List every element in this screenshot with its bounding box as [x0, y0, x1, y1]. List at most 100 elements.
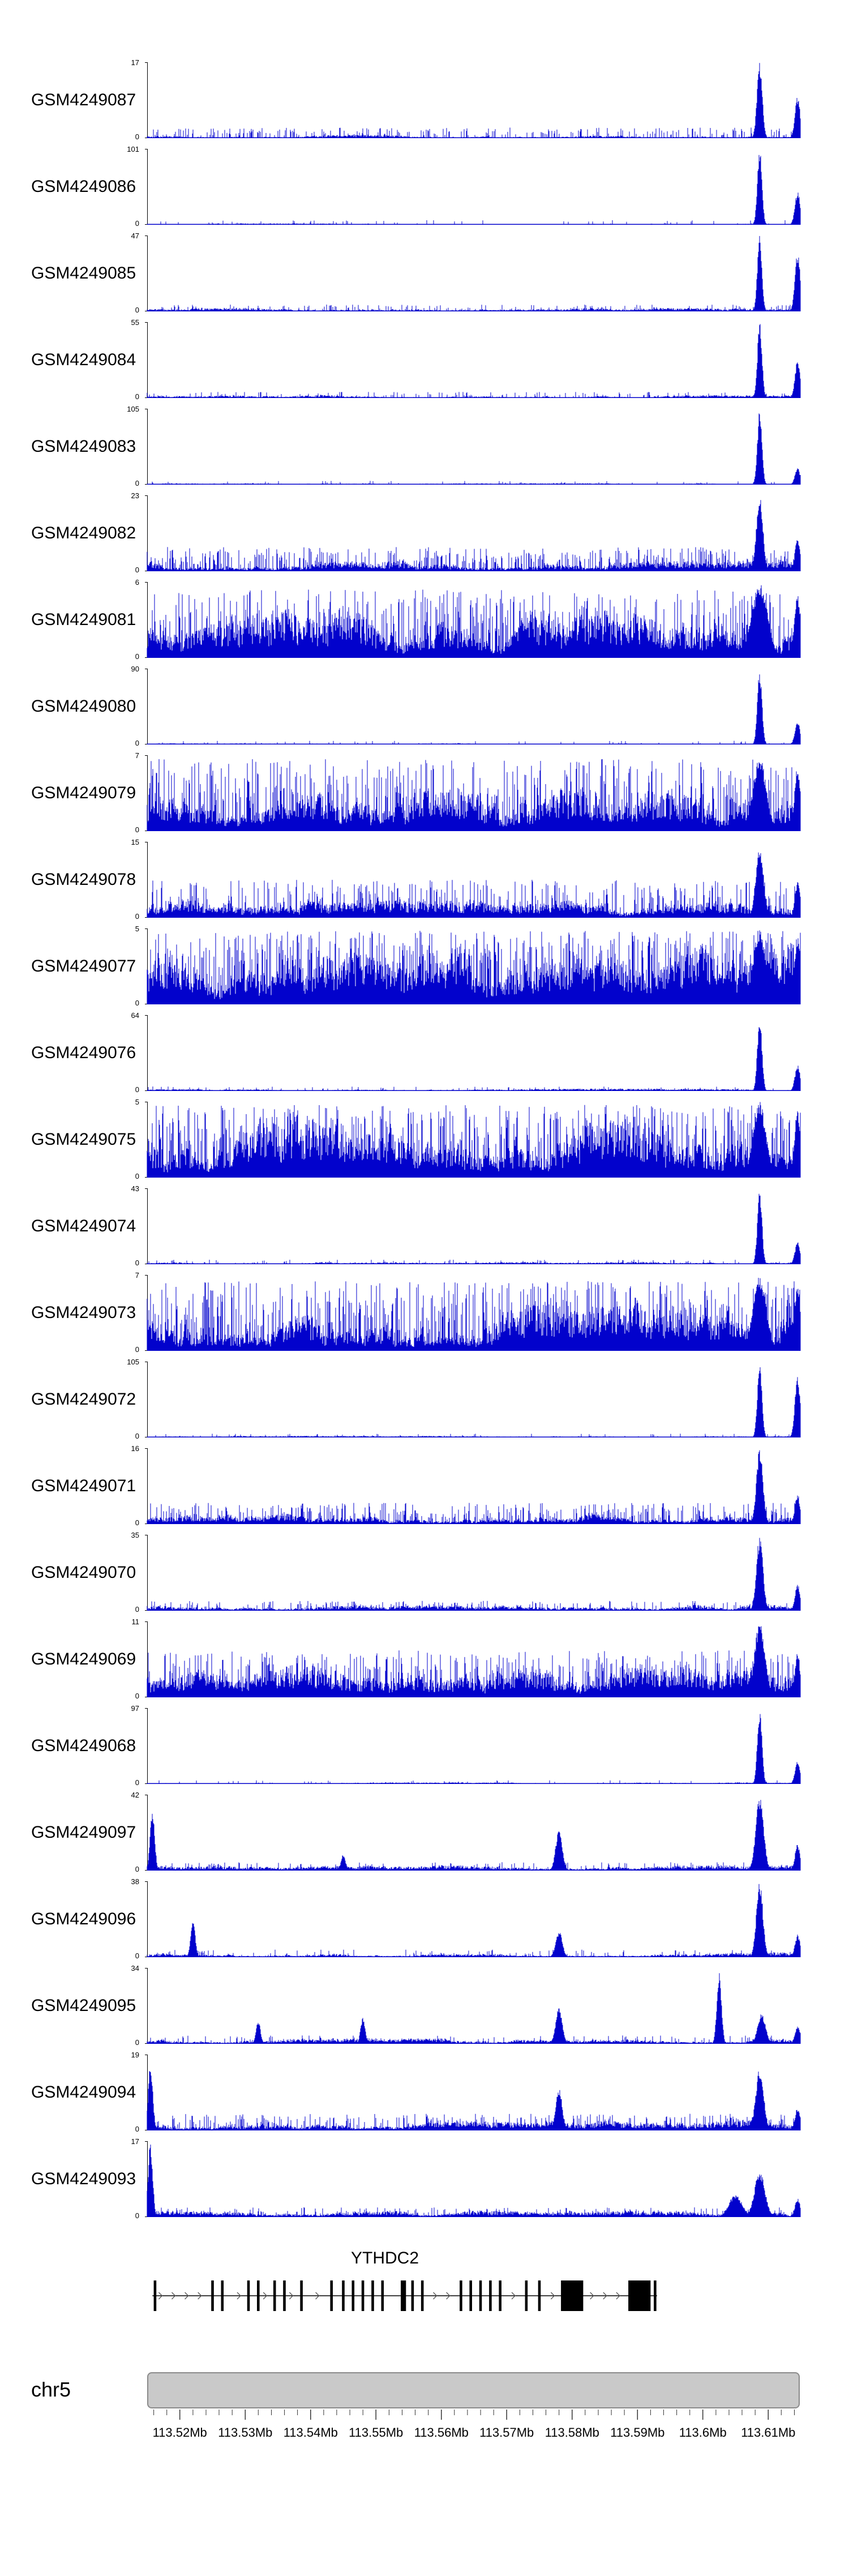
track-ymin-label: 0: [135, 825, 139, 834]
track-ymin-label: 0: [135, 392, 139, 401]
coverage-track-row: GSM4249086 101 0: [0, 145, 849, 228]
track-label: GSM4249085: [31, 264, 136, 283]
track-ymax-label: 6: [135, 578, 139, 587]
track-label: GSM4249079: [31, 784, 136, 802]
axis-tick-label: 113.52Mb: [153, 2425, 207, 2440]
axis-tick-label: 113.54Mb: [284, 2425, 338, 2440]
coverage-signal: [145, 842, 801, 918]
track-ymax-label: 15: [131, 838, 139, 846]
coverage-plot: [143, 1015, 801, 1091]
track-ymin-label: 0: [135, 1259, 139, 1267]
coverage-plot: [143, 322, 801, 398]
track-ymax-label: 101: [127, 145, 139, 153]
coverage-track-row: GSM4249075 5 0: [0, 1098, 849, 1180]
coverage-plot: [143, 2055, 801, 2130]
track-label: GSM4249083: [31, 437, 136, 456]
coverage-track-row: GSM4249068 97 0: [0, 1704, 849, 1787]
track-ymax-label: 97: [131, 1704, 139, 1713]
axis-tick-label: 113.59Mb: [610, 2425, 664, 2440]
track-ymin-label: 0: [135, 1605, 139, 1614]
axis-tick-label: 113.58Mb: [545, 2425, 599, 2440]
coverage-plot: [143, 1275, 801, 1351]
track-label: GSM4249095: [31, 1996, 136, 2015]
track-label: GSM4249071: [31, 1477, 136, 1495]
coverage-signal: [145, 1362, 801, 1437]
coverage-plot: [143, 1708, 801, 1784]
track-ymax-label: 17: [131, 58, 139, 67]
track-ymax-label: 19: [131, 2051, 139, 2059]
track-ymax-label: 16: [131, 1444, 139, 1453]
track-label: GSM4249087: [31, 91, 136, 109]
coverage-track-row: GSM4249082 23 0: [0, 492, 849, 574]
track-ymin-label: 0: [135, 566, 139, 574]
track-label: GSM4249081: [31, 610, 136, 629]
track-ymax-label: 47: [131, 232, 139, 240]
track-label: GSM4249074: [31, 1217, 136, 1235]
coverage-signal: [145, 236, 801, 311]
track-ymax-label: 17: [131, 2137, 139, 2146]
coverage-signal: [145, 1968, 801, 2044]
coverage-plot: [143, 149, 801, 225]
track-label: GSM4249080: [31, 697, 136, 716]
track-label: GSM4249084: [31, 350, 136, 369]
coverage-signal: [145, 409, 801, 485]
coverage-signal: [145, 62, 801, 138]
track-label: GSM4249082: [31, 524, 136, 542]
track-ymin-label: 0: [135, 2125, 139, 2133]
track-ymax-label: 5: [135, 925, 139, 933]
track-ymin-label: 0: [135, 652, 139, 661]
track-label: GSM4249097: [31, 1823, 136, 1842]
track-ymin-label: 0: [135, 479, 139, 487]
coverage-plot: [143, 842, 801, 918]
coverage-plot: [143, 755, 801, 831]
coverage-plot: [143, 928, 801, 1004]
coverage-track-row: GSM4249081 6 0: [0, 578, 849, 661]
coverage-track-row: GSM4249079 7 0: [0, 751, 849, 834]
track-ymax-label: 7: [135, 751, 139, 760]
coverage-track-row: GSM4249085 47 0: [0, 232, 849, 314]
chromosome-ideogram: [147, 2372, 800, 2408]
track-label: GSM4249077: [31, 957, 136, 975]
coverage-signal: [145, 1795, 801, 1871]
coverage-plot: [143, 2141, 801, 2217]
coverage-track-row: GSM4249083 105 0: [0, 405, 849, 487]
coverage-plot: [143, 1188, 801, 1264]
coverage-track-row: GSM4249093 17 0: [0, 2137, 849, 2219]
track-label: GSM4249072: [31, 1390, 136, 1409]
track-label: GSM4249076: [31, 1043, 136, 1062]
coverage-track-row: GSM4249071 16 0: [0, 1444, 849, 1527]
track-ymin-label: 0: [135, 1172, 139, 1180]
coverage-signal: [145, 1102, 801, 1178]
track-ymax-label: 64: [131, 1011, 139, 1020]
coverage-signal: [145, 2141, 801, 2217]
axis-tick-label: 113.6Mb: [679, 2425, 727, 2440]
track-ymax-label: 11: [131, 1618, 140, 1626]
track-ymin-label: 0: [135, 739, 139, 747]
coverage-track-row: GSM4249087 17 0: [0, 58, 849, 140]
track-label: GSM4249078: [31, 870, 136, 889]
coverage-plot: [143, 1621, 801, 1697]
coverage-track-row: GSM4249097 42 0: [0, 1791, 849, 1873]
coverage-signal: [145, 755, 801, 831]
coverage-track-row: GSM4249077 5 0: [0, 925, 849, 1007]
coverage-signal: [145, 149, 801, 225]
gene-label: YTHDC2: [350, 2249, 419, 2267]
track-ymin-label: 0: [135, 219, 139, 228]
coverage-plot: [143, 495, 801, 571]
track-ymin-label: 0: [135, 1778, 139, 1787]
coverage-signal: [145, 582, 801, 658]
track-ymin-label: 0: [135, 1518, 139, 1527]
track-ymax-label: 35: [131, 1531, 139, 1539]
track-ymax-label: 7: [135, 1271, 139, 1280]
coverage-track-row: GSM4249073 7 0: [0, 1271, 849, 1353]
coverage-plot: [143, 1102, 801, 1178]
coverage-signal: [145, 1188, 801, 1264]
coverage-signal: [145, 1535, 801, 1611]
coverage-track-row: GSM4249070 35 0: [0, 1531, 849, 1614]
track-ymin-label: 0: [135, 912, 139, 921]
coverage-signal: [145, 669, 801, 744]
coverage-plot: [143, 1535, 801, 1611]
coverage-track-row: GSM4249078 15 0: [0, 838, 849, 921]
coverage-plot: [143, 62, 801, 138]
